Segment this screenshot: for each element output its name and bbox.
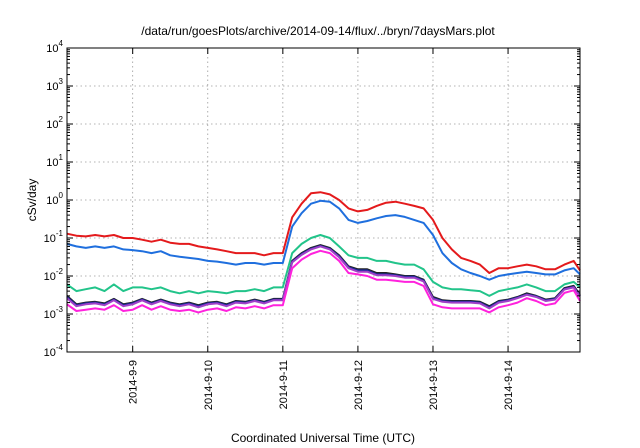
y-tick-label: 100 (46, 191, 63, 207)
y-tick-label: 10-4 (44, 343, 64, 359)
chart-title: /data/run/goesPlots/archive/2014-09-14/f… (141, 24, 495, 38)
y-tick-label: 10-3 (44, 305, 64, 321)
x-axis: 2014-9-9 2014-9-10 2014-9-11 2014-9-12 2014-… (128, 48, 515, 410)
series-group (66, 191, 581, 314)
y-tick-label: 103 (46, 77, 63, 93)
y-axis-label: cSv/day (25, 179, 39, 222)
series-line-6 (66, 245, 581, 310)
series-line-1 (66, 191, 581, 274)
x-tick-label: 2014-9-14 (503, 360, 515, 410)
series-line-2 (66, 199, 581, 281)
y-tick-label: 10-1 (44, 229, 64, 245)
y-tick-label: 10-2 (44, 267, 64, 283)
x-tick-label: 2014-9-12 (353, 360, 365, 410)
x-tick-label: 2014-9-13 (428, 360, 440, 410)
y-axis: 10-4 10-3 10-2 10-1 100 101 102 103 104 (44, 39, 580, 359)
x-tick-label: 2014-9-10 (203, 360, 215, 410)
x-axis-label: Coordinated Universal Time (UTC) (231, 431, 415, 445)
y-tick-label: 104 (46, 39, 63, 55)
x-tick-label: 2014-9-9 (128, 360, 140, 404)
grid (67, 48, 580, 352)
series-line-7 (66, 249, 581, 314)
series-line-5 (66, 244, 581, 309)
y-tick-label: 102 (46, 115, 63, 131)
x-tick-label: 2014-9-11 (278, 360, 290, 409)
y-tick-label: 101 (46, 153, 63, 169)
series-line-3 (66, 234, 581, 297)
